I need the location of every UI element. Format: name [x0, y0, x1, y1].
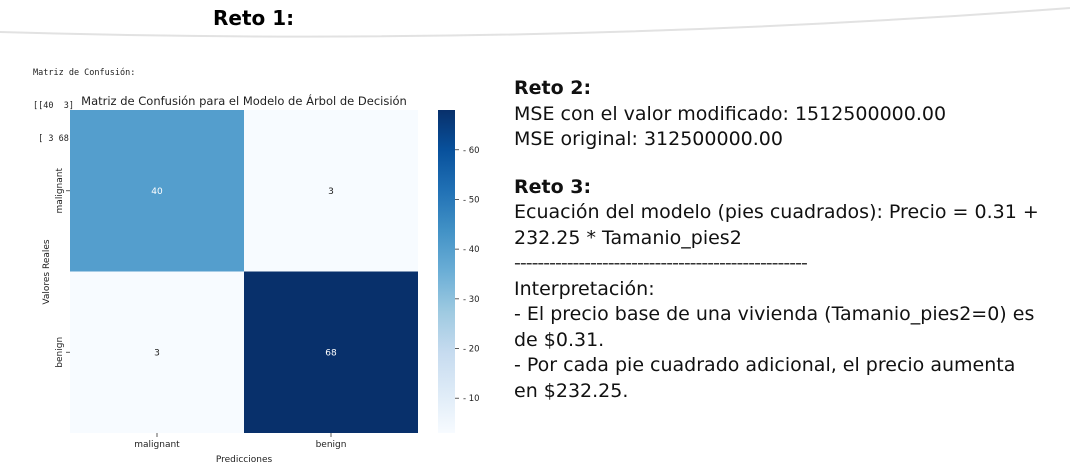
slide-top-divider [0, 7, 1070, 38]
confusion-matrix-heatmap: Matriz de Confusión para el Modelo de Ár… [42, 93, 480, 465]
cell-value-label: 68 [325, 348, 337, 358]
mse-original: MSE original: 312500000.00 [514, 128, 783, 150]
reto1-title: Reto 1: [213, 6, 295, 30]
cell-value-label: 3 [328, 187, 334, 197]
mse-modified: MSE con el valor modificado: 1512500000.… [514, 102, 947, 125]
heatmap-cell [244, 110, 418, 272]
console-line: [ 3 68]] [33, 134, 80, 144]
y-tick-label: benign [55, 337, 65, 368]
console-output: Matriz de Confusión: [[40 3] [ 3 68]] [33, 46, 135, 156]
equation-line: Ecuación del modelo (pies cuadrados): Pr… [514, 201, 1039, 223]
equation-line: 232.25 * Tamanio_pies2 [514, 226, 742, 249]
interpretation-line: - Por cada pie cuadrado adicional, el pr… [514, 354, 1016, 376]
colorbar-tick-label: - 20 [463, 345, 480, 355]
colorbar-tick-label: - 50 [463, 195, 480, 205]
reto2-title: Reto 2: [514, 77, 592, 99]
separator-line: ----------------------------------------… [514, 252, 808, 274]
y-tick-label: malignant [55, 168, 65, 214]
colorbar [438, 110, 455, 433]
heatmap-cell [244, 271, 418, 433]
cell-value-label: 40 [151, 187, 163, 197]
x-tick-label: malignant [134, 440, 180, 450]
colorbar-tick-label: - 40 [463, 245, 480, 255]
heatmap-cell [70, 271, 244, 433]
x-axis-label: Predicciones [216, 455, 273, 465]
colorbar-tick-label: - 10 [463, 394, 480, 404]
y-axis-label: Valores Reales [42, 239, 52, 305]
interpretation-line: - El precio base de una vivienda (Tamani… [514, 303, 1035, 325]
right-text-panel: Reto 2: MSE con el valor modificado: 151… [514, 76, 1059, 404]
interpretation-line: en $232.25. [514, 379, 629, 402]
cell-value-label: 3 [154, 348, 160, 358]
colorbar-tick-label: - 60 [463, 146, 480, 156]
x-tick-label: benign [316, 440, 347, 450]
console-line: Matriz de Confusión: [33, 68, 136, 78]
heatmap-cell [70, 110, 244, 272]
reto3-title: Reto 3: [514, 175, 592, 198]
console-line: [[40 3] [33, 101, 74, 111]
interpretation-title: Interpretación: [514, 277, 655, 300]
colorbar-tick-label: - 30 [463, 295, 480, 305]
interpretation-line: de $0.31. [514, 328, 605, 351]
chart-title: Matriz de Confusión para el Modelo de Ár… [81, 93, 407, 108]
